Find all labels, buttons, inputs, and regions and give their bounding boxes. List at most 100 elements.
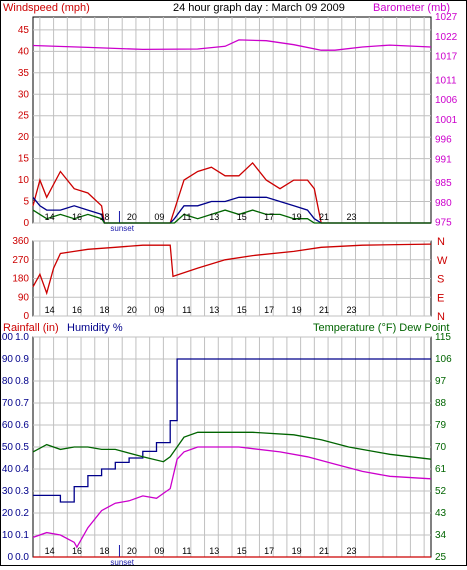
x-tick-label: 21 bbox=[319, 305, 329, 315]
humidity-tick-label: 10 bbox=[2, 530, 14, 541]
direction-tick-label: 360 bbox=[12, 236, 29, 247]
temperature-tick-label: 115 bbox=[435, 332, 451, 343]
windspeed-tick-label: 40 bbox=[18, 46, 30, 57]
x-tick-label: 15 bbox=[237, 305, 247, 315]
x-tick-label: 15 bbox=[237, 212, 247, 222]
sunset-label: sunset bbox=[110, 224, 134, 233]
rainfall-tick-label: 0.7 bbox=[15, 398, 29, 409]
compass-tick-label: S bbox=[437, 274, 444, 286]
x-tick-label: 11 bbox=[182, 305, 191, 315]
humidity-tick-label: 70 bbox=[2, 398, 14, 409]
temperature-tick-label: 43 bbox=[435, 508, 447, 519]
rainfall-tick-label: 0.5 bbox=[15, 442, 29, 453]
direction-tick-label: 270 bbox=[12, 255, 29, 266]
x-tick-label: 18 bbox=[99, 305, 109, 315]
rainfall-tick-label: 1.0 bbox=[15, 332, 29, 343]
temperature-tick-label: 61 bbox=[435, 464, 447, 475]
windspeed-tick-label: 0 bbox=[23, 218, 29, 229]
compass-tick-label: N bbox=[437, 236, 445, 248]
barometer-tick-label: 1027 bbox=[435, 12, 458, 23]
direction-tick-label: 90 bbox=[18, 292, 30, 303]
temperature-tick-label: 97 bbox=[435, 376, 447, 387]
humidity-tick-label: 40 bbox=[2, 464, 14, 475]
temperature-tick-label: 52 bbox=[435, 486, 447, 497]
temperature-tick-label: 88 bbox=[435, 398, 447, 409]
temperature-axis-title: Temperature (°F) Dew Point bbox=[313, 322, 449, 334]
humidity-axis-title: Humidity % bbox=[67, 322, 123, 334]
barometer-tick-label: 980 bbox=[435, 198, 452, 209]
wind-gust-line bbox=[32, 161, 431, 224]
rainfall-tick-label: 0.9 bbox=[15, 354, 29, 365]
x-tick-label: 21 bbox=[319, 212, 329, 222]
x-tick-label: 09 bbox=[154, 546, 164, 556]
x-tick-label: 16 bbox=[72, 546, 82, 556]
x-tick-label: 18 bbox=[99, 546, 109, 556]
x-tick-label: 13 bbox=[209, 305, 219, 315]
x-tick-label: 11 bbox=[182, 212, 191, 222]
humidity-tick-label: 20 bbox=[2, 508, 14, 519]
rainfall-tick-label: 0.2 bbox=[15, 508, 29, 519]
rainfall-tick-label: 0.3 bbox=[15, 486, 29, 497]
sunset-label: sunset bbox=[110, 558, 134, 565]
direction-tick-label: 180 bbox=[12, 274, 29, 285]
x-tick-label: 17 bbox=[264, 546, 274, 556]
direction-tick-label: 0 bbox=[23, 311, 29, 322]
windspeed-tick-label: 45 bbox=[18, 25, 30, 36]
rainfall-tick-label: 0.6 bbox=[15, 420, 29, 431]
windspeed-tick-label: 15 bbox=[18, 154, 30, 165]
temperature-tick-label: 106 bbox=[435, 354, 452, 365]
humidity-tick-label: 60 bbox=[2, 420, 14, 431]
x-tick-label: 19 bbox=[292, 546, 302, 556]
x-tick-label: 14 bbox=[45, 305, 55, 315]
barometer-tick-label: 1011 bbox=[435, 75, 457, 86]
windspeed-tick-label: 35 bbox=[18, 68, 30, 79]
x-tick-label: 13 bbox=[209, 546, 219, 556]
temperature-tick-label: 25 bbox=[435, 552, 447, 563]
x-tick-label: 21 bbox=[319, 546, 329, 556]
x-tick-label: 18 bbox=[99, 212, 109, 222]
barometer-axis-title: Barometer (mb) bbox=[373, 2, 450, 14]
x-tick-label: 16 bbox=[72, 305, 82, 315]
x-tick-label: 14 bbox=[45, 546, 55, 556]
x-tick-label: 14 bbox=[45, 212, 55, 222]
rainfall-tick-label: 0.1 bbox=[15, 530, 29, 541]
barometer-tick-label: 1022 bbox=[435, 32, 458, 43]
temperature-tick-label: 79 bbox=[435, 420, 447, 431]
x-tick-label: 16 bbox=[72, 212, 82, 222]
windspeed-tick-label: 5 bbox=[23, 197, 29, 208]
rainfall-axis-title: Rainfall (in) bbox=[3, 322, 59, 334]
windspeed-tick-label: 20 bbox=[18, 132, 30, 143]
compass-tick-label: N bbox=[437, 311, 445, 323]
x-tick-label: 19 bbox=[292, 212, 302, 222]
humidity-tick-label: 90 bbox=[2, 354, 14, 365]
barometer-tick-label: 975 bbox=[435, 218, 452, 229]
compass-tick-label: E bbox=[437, 292, 444, 304]
dew-point-line bbox=[32, 446, 432, 549]
x-tick-label: 17 bbox=[264, 212, 274, 222]
rainfall-tick-label: 0.8 bbox=[15, 376, 29, 387]
graph-title: 24 hour graph day : March 09 2009 bbox=[173, 2, 345, 14]
temperature-tick-label: 70 bbox=[435, 442, 447, 453]
humidity-line bbox=[33, 358, 431, 503]
humidity-tick-label: 30 bbox=[2, 486, 14, 497]
x-tick-label: 23 bbox=[347, 305, 357, 315]
barometer-tick-label: 991 bbox=[435, 154, 452, 165]
barometer-tick-label: 1017 bbox=[435, 52, 458, 63]
windspeed-tick-label: 10 bbox=[18, 175, 30, 186]
x-tick-label: 13 bbox=[209, 212, 219, 222]
barometer-tick-label: 1006 bbox=[435, 95, 458, 106]
wind-avg-line bbox=[32, 196, 431, 224]
x-tick-label: 15 bbox=[237, 546, 247, 556]
temperature-line bbox=[32, 431, 432, 463]
x-tick-label: 23 bbox=[347, 212, 357, 222]
x-tick-label: 19 bbox=[292, 305, 302, 315]
x-tick-label: 11 bbox=[182, 546, 191, 556]
x-tick-label: 17 bbox=[264, 305, 274, 315]
humidity-tick-label: 0 bbox=[7, 552, 13, 563]
windspeed-axis-title: Windspeed (mph) bbox=[3, 2, 90, 14]
compass-tick-label: W bbox=[437, 255, 448, 267]
windspeed-tick-label: 25 bbox=[18, 111, 30, 122]
humidity-tick-label: 100 bbox=[1, 332, 13, 343]
